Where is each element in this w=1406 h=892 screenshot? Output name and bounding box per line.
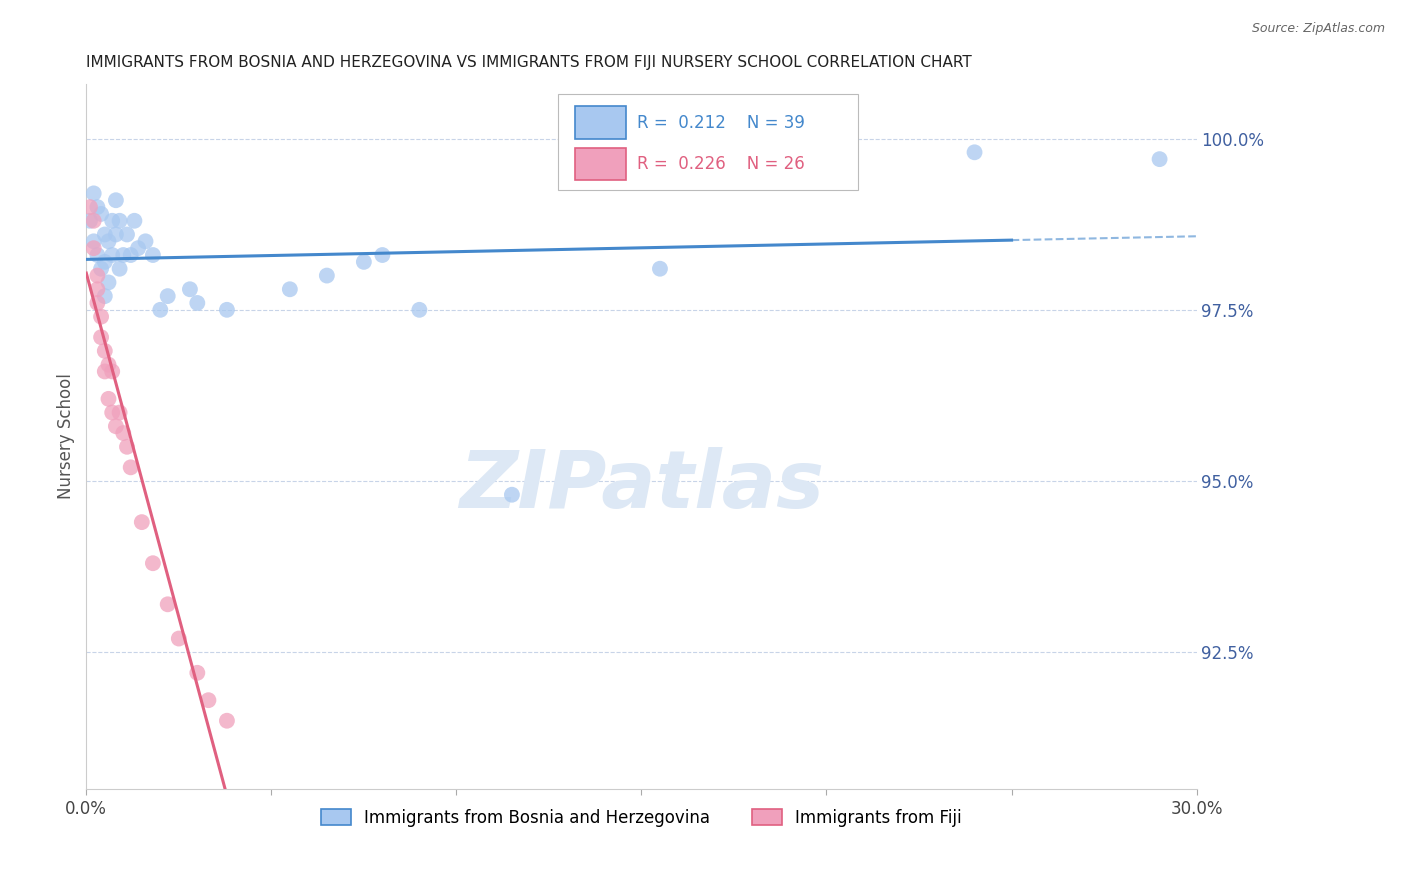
Point	[115, 440, 138, 454]
Point	[86, 282, 108, 296]
Point	[90, 310, 112, 324]
Point	[127, 241, 149, 255]
Point	[104, 193, 127, 207]
FancyBboxPatch shape	[575, 148, 626, 180]
FancyBboxPatch shape	[575, 106, 626, 139]
Point	[186, 665, 208, 680]
Point	[315, 268, 337, 283]
Point	[371, 248, 394, 262]
Point	[1149, 152, 1171, 166]
Legend: Immigrants from Bosnia and Herzegovina, Immigrants from Fiji: Immigrants from Bosnia and Herzegovina, …	[315, 803, 969, 834]
Point	[83, 241, 105, 255]
Point	[94, 255, 117, 269]
Point	[94, 227, 117, 242]
Point	[94, 364, 117, 378]
Point	[112, 426, 135, 441]
Point	[648, 261, 671, 276]
Point	[167, 632, 190, 646]
Point	[112, 248, 135, 262]
FancyBboxPatch shape	[558, 95, 858, 190]
Point	[79, 200, 101, 214]
Text: R =  0.226    N = 26: R = 0.226 N = 26	[637, 155, 804, 173]
Point	[86, 296, 108, 310]
Point	[179, 282, 201, 296]
Point	[142, 248, 165, 262]
Point	[86, 268, 108, 283]
Point	[101, 405, 124, 419]
Point	[108, 261, 131, 276]
Point	[101, 214, 124, 228]
Point	[97, 392, 120, 406]
Point	[86, 248, 108, 262]
Y-axis label: Nursery School: Nursery School	[58, 374, 75, 500]
Point	[101, 364, 124, 378]
Point	[278, 282, 301, 296]
Point	[115, 227, 138, 242]
Point	[86, 200, 108, 214]
Point	[101, 248, 124, 262]
Point	[501, 488, 523, 502]
Point	[156, 597, 179, 611]
Point	[149, 302, 172, 317]
Point	[83, 214, 105, 228]
Point	[90, 207, 112, 221]
Point	[90, 330, 112, 344]
Point	[97, 358, 120, 372]
Point	[124, 214, 146, 228]
Point	[963, 145, 986, 160]
Point	[97, 276, 120, 290]
Text: ZIPatlas: ZIPatlas	[458, 447, 824, 524]
Text: Source: ZipAtlas.com: Source: ZipAtlas.com	[1251, 22, 1385, 36]
Text: IMMIGRANTS FROM BOSNIA AND HERZEGOVINA VS IMMIGRANTS FROM FIJI NURSERY SCHOOL CO: IMMIGRANTS FROM BOSNIA AND HERZEGOVINA V…	[86, 55, 972, 70]
Point	[79, 214, 101, 228]
Point	[131, 515, 153, 529]
Point	[408, 302, 430, 317]
Point	[215, 302, 238, 317]
Point	[134, 235, 156, 249]
Point	[197, 693, 219, 707]
Point	[353, 255, 375, 269]
Point	[104, 227, 127, 242]
Point	[108, 405, 131, 419]
Point	[120, 248, 142, 262]
Point	[142, 556, 165, 570]
Point	[186, 296, 208, 310]
Point	[104, 419, 127, 434]
Point	[83, 186, 105, 201]
Point	[97, 235, 120, 249]
Point	[156, 289, 179, 303]
Point	[215, 714, 238, 728]
Point	[108, 214, 131, 228]
Point	[120, 460, 142, 475]
Text: R =  0.212    N = 39: R = 0.212 N = 39	[637, 113, 804, 132]
Point	[90, 261, 112, 276]
Point	[83, 235, 105, 249]
Point	[94, 343, 117, 358]
Point	[94, 289, 117, 303]
